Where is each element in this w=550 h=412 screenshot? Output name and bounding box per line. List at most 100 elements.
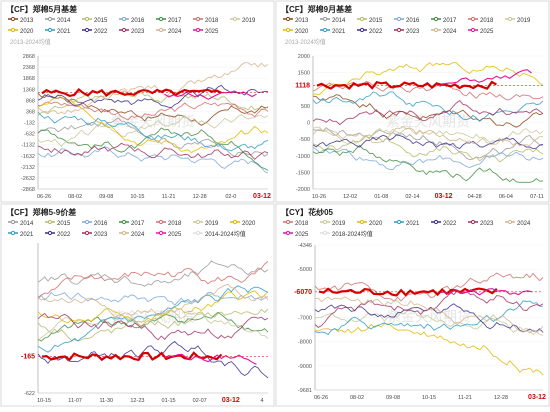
legend-label: 2014 <box>57 18 71 24</box>
legend-marker <box>396 16 402 22</box>
panel-border <box>275 203 550 407</box>
y-tick-label: 500 <box>301 104 310 110</box>
series-line-2024 <box>312 126 543 147</box>
series-line-2025 <box>440 288 532 296</box>
legend-label: 2020 <box>369 221 383 227</box>
x-tick-label: 12-28 <box>494 395 508 401</box>
legend-marker <box>158 27 164 33</box>
series-line-2015 <box>37 90 269 116</box>
chart-svg-cf-sep-basis: 【CF】郑棉9月基差 2013 2014 2015 2016 2017 2018 2019 20… <box>275 0 550 203</box>
x-tick-label: 11-30 <box>99 398 113 404</box>
legend-label: 2016 <box>94 221 108 227</box>
series-line-2024 <box>314 296 544 334</box>
x-tick-label: 08-02 <box>68 194 82 200</box>
legend-marker <box>232 16 238 22</box>
legend-marker <box>10 27 16 33</box>
legend-label: 2018 <box>205 18 219 24</box>
legend-label: 2022 <box>57 232 71 238</box>
legend-label: 2018-2024均值 <box>332 230 373 238</box>
current-date-label: 03-12 <box>435 193 453 200</box>
y-tick-label: -1000 <box>296 154 310 160</box>
chart-title: 【CY】花纱05 <box>281 207 334 217</box>
legend-label: 2017 <box>131 221 145 227</box>
legend-marker <box>433 27 439 33</box>
legend-marker <box>121 219 127 225</box>
legend-label: 2025 <box>480 29 494 35</box>
x-tick-label: 10-26 <box>312 194 326 200</box>
series-line-2023 <box>37 142 269 160</box>
series-line-2020 <box>312 62 544 95</box>
x-tick-label: 01-08 <box>374 194 388 200</box>
y-tick-label: -622 <box>24 391 35 397</box>
series-line-2025 <box>439 69 532 87</box>
legend-label: 2023 <box>131 29 145 35</box>
series-line-2019 <box>37 309 269 342</box>
legend-marker <box>47 27 53 33</box>
legend-label: 2024 <box>131 232 145 238</box>
chart-panel-cf-5-9-spread: 【CF】郑棉5-9价差 2014 2015 2016 2017 2018 2019 2020 2… <box>0 203 275 407</box>
legend-marker <box>285 27 291 33</box>
legend-marker <box>359 27 365 33</box>
series-line-2016 <box>37 146 269 174</box>
y-tick-label: -1632 <box>21 154 35 160</box>
legend-marker <box>359 219 365 225</box>
legend-marker <box>10 219 16 225</box>
y-tick-label: -1132 <box>21 143 35 149</box>
legend-marker <box>47 230 53 236</box>
y-tick-label: -632 <box>24 132 35 138</box>
legend-label: 2024 <box>517 221 531 227</box>
legend-marker <box>359 16 365 22</box>
series-line-2018 <box>314 272 544 302</box>
series-line-2013 <box>37 92 269 126</box>
legend-marker <box>195 16 201 22</box>
current-date-label: 03-12 <box>528 394 546 401</box>
legend-marker <box>470 27 476 33</box>
legend-marker <box>121 230 127 236</box>
x-tick-label: 06-26 <box>314 395 328 401</box>
legend-label: 2025 <box>295 232 309 238</box>
current-value-label: 1118 <box>295 82 310 89</box>
series-line-2025 <box>164 90 257 100</box>
legend-label: 2014-2024均值 <box>205 230 246 238</box>
x-tick-label: 02-0 <box>225 194 236 200</box>
series-line-2018 <box>312 80 544 101</box>
x-tick-label: 10-15 <box>37 398 51 404</box>
legend-label: 2013 <box>295 18 309 24</box>
y-tick-label: -132 <box>24 121 35 127</box>
series-line-2013 <box>312 94 544 128</box>
legend-label: 2016 <box>406 18 420 24</box>
chart-svg-cy-yarn-cotton: 【CY】花纱05 2018 2019 2020 2021 2022 2023 2024 2025… <box>275 203 550 407</box>
legend-label: 2022 <box>94 29 108 35</box>
legend-marker <box>396 219 402 225</box>
legend-marker <box>470 16 476 22</box>
legend-marker <box>433 16 439 22</box>
y-tick-label: -9000 <box>298 364 312 370</box>
legend-marker <box>322 219 328 225</box>
series-line-2016 <box>37 291 269 306</box>
y-tick-label: -8000 <box>298 340 312 346</box>
legend-label: 2015 <box>57 221 71 227</box>
series-line-current <box>41 87 222 98</box>
x-tick-label: 4 <box>260 398 263 404</box>
current-value-label: -6070 <box>294 289 312 296</box>
legend-marker <box>195 27 201 33</box>
legend-label: 2019 <box>517 18 531 24</box>
y-tick-label: -2132 <box>21 165 35 171</box>
x-tick-label: 06-26 <box>37 194 51 200</box>
legend-label: 2022 <box>369 29 383 35</box>
legend-label: 2021 <box>20 232 34 238</box>
legend-marker <box>507 16 513 22</box>
legend-marker <box>396 27 402 33</box>
legend-marker <box>285 219 291 225</box>
legend-label: 2025 <box>168 232 182 238</box>
x-tick-label: 10-15 <box>422 395 436 401</box>
y-tick-label: 2000 <box>298 54 310 60</box>
legend-label: 2013 <box>20 18 34 24</box>
series-line-2016 <box>312 146 544 170</box>
chart-svg-cf-5-9-spread: 【CF】郑棉5-9价差 2014 2015 2016 2017 2018 2019 2020 2… <box>0 203 275 407</box>
chart-svg-cf-may-basis: 【CF】郑棉5月基差 2013 2014 2015 2016 2017 2018 2019 20… <box>0 0 275 203</box>
current-date-label: 03-12 <box>222 397 240 404</box>
chart-title: 【CF】郑棉9月基差 <box>281 4 352 14</box>
x-tick-label: 10-15 <box>130 194 144 200</box>
legend-label: 2015 <box>369 18 383 24</box>
